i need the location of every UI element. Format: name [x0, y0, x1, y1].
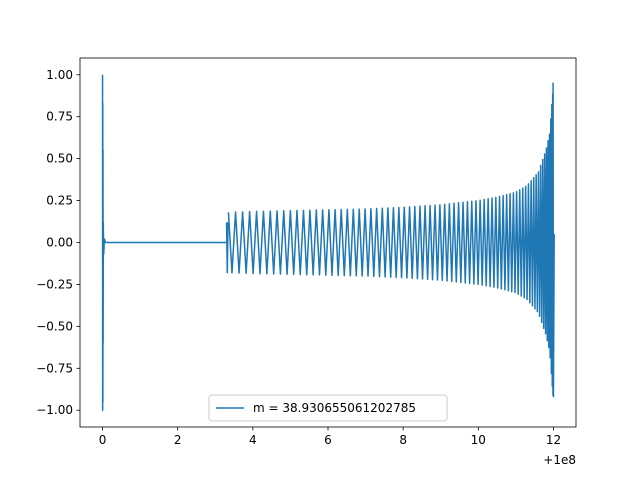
plot-area [101, 74, 555, 411]
legend-box [208, 394, 448, 422]
x-tick-label: 8 [399, 433, 407, 447]
y-tick-label: −0.75 [36, 361, 73, 375]
series-group [101, 74, 555, 411]
axes: 0 2 4 6 8 10 12 1.00 0.75 0.50 0.25 0.00 −0.25 −0.50 −… [36, 57, 577, 447]
x-offset-label: +1e8 [543, 453, 576, 467]
legend-label: m = 38.930655061202785 [253, 401, 416, 415]
series-segment-2 [225, 222, 229, 274]
x-tick-label: 6 [324, 433, 332, 447]
legend: m = 38.930655061202785 [208, 394, 448, 422]
y-tick-label: 1.00 [46, 68, 73, 82]
y-tick-label: −0.50 [36, 319, 73, 333]
series-segment-0 [101, 74, 107, 411]
x-tick-label: 2 [174, 433, 182, 447]
y-tick-label: 0.00 [46, 236, 73, 250]
x-tick-label: 10 [471, 433, 486, 447]
x-tick-label: 4 [249, 433, 257, 447]
y-tick-label: 0.25 [46, 194, 73, 208]
series-oscillation [227, 82, 555, 398]
y-tick-label: 0.50 [46, 152, 73, 166]
y-tick-label: −1.00 [36, 403, 73, 417]
y-tick-label: 0.75 [46, 110, 73, 124]
y-tick-label: −0.25 [36, 277, 73, 291]
x-tick-label: 12 [546, 433, 561, 447]
x-tick-label: 0 [99, 433, 107, 447]
